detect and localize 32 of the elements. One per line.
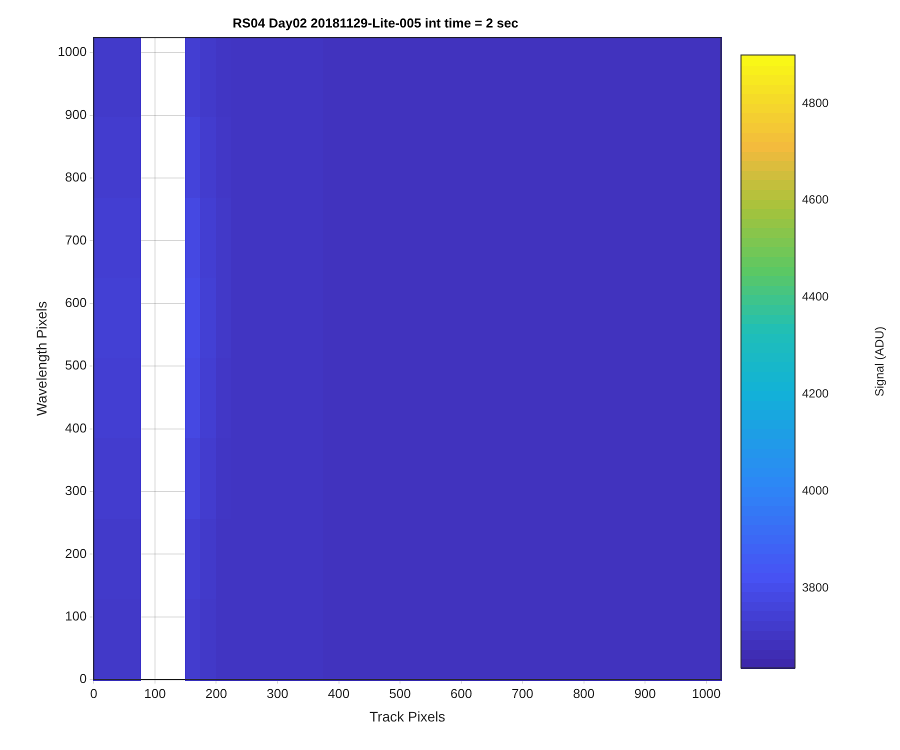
chart-title: RS04 Day02 20181129-Lite-005 int time = 2 sec [232,15,518,30]
x-tick-label: 700 [512,686,534,701]
x-tick-label: 800 [572,686,595,701]
x-tick-label: 100 [144,686,166,701]
y-axis-title: Wavelength Pixels [33,301,50,416]
color-bar-label: 4200 [802,386,830,401]
x-tick-label: 0 [90,686,98,701]
y-tick-label: 800 [65,170,87,185]
y-tick-label: 600 [65,295,87,310]
x-tick-label: 1000 [692,686,721,701]
x-tick-label: 900 [634,686,656,701]
y-tick-label: 0 [79,671,87,686]
y-tick-label: 400 [65,420,87,436]
y-tick-label: 200 [65,546,87,561]
y-tick-label: 1000 [58,44,87,60]
y-tick-label: 900 [65,106,87,122]
color-bar-label: 4800 [802,96,830,110]
color-bar-label: 4600 [802,192,830,207]
x-tick-label: 500 [389,686,411,701]
x-tick-label: 400 [328,686,350,701]
x-tick-label: 600 [450,686,472,701]
x-tick-label: 200 [205,686,228,701]
color-bar-label: 4400 [802,290,830,304]
x-tick-label: 300 [266,686,288,701]
color-bar-title: Signal (ADU) [872,326,886,397]
x-axis-title: Track Pixels [370,708,446,724]
y-tick-label: 100 [65,608,87,624]
y-tick-label: 500 [65,358,87,373]
color-bar-label: 3800 [802,580,830,594]
color-bar-label: 4000 [802,483,830,498]
y-tick-label: 300 [65,483,87,498]
y-tick-label: 700 [65,232,87,248]
